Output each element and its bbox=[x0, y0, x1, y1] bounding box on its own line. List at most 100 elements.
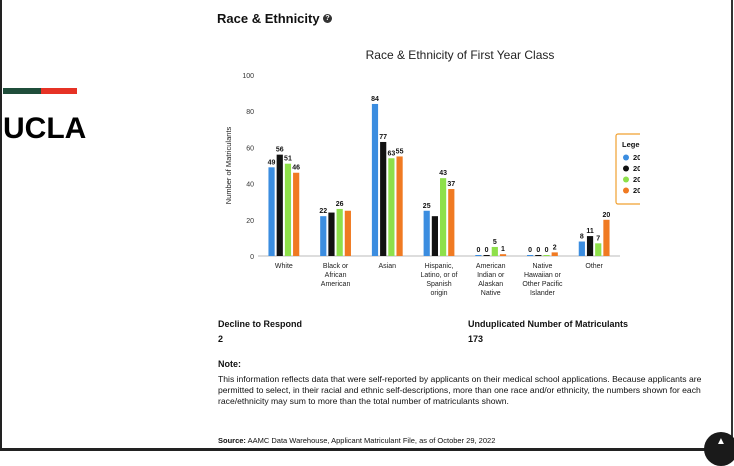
y-tick-label: 20 bbox=[246, 218, 254, 225]
data-label: 37 bbox=[447, 181, 455, 188]
data-label: 2 bbox=[553, 244, 557, 251]
data-label: 0 bbox=[528, 247, 532, 254]
bar-2020 bbox=[328, 212, 335, 256]
legend-swatch-2020 bbox=[623, 165, 629, 172]
brand-color-bar bbox=[3, 88, 77, 94]
x-tick-label: Native bbox=[481, 290, 501, 297]
question-circle-icon[interactable]: ? bbox=[323, 14, 332, 23]
legend-entry: 2019 bbox=[633, 153, 640, 162]
x-tick-label: origin bbox=[430, 290, 447, 297]
x-tick-label: Other bbox=[585, 263, 603, 270]
source-text: AAMC Data Warehouse, Applicant Matricula… bbox=[247, 436, 496, 445]
data-label: 84 bbox=[371, 96, 379, 103]
bar-2021 bbox=[491, 246, 498, 256]
data-label: 0 bbox=[485, 247, 489, 254]
bar-2020 bbox=[431, 216, 438, 256]
x-tick-label: Alaskan bbox=[478, 281, 503, 288]
bar-2021 bbox=[388, 158, 395, 256]
x-tick-label: Other Pacific bbox=[522, 281, 563, 288]
x-tick-label: Latino, or of bbox=[421, 272, 458, 279]
data-label: 8 bbox=[580, 234, 584, 241]
bar-2019 bbox=[371, 103, 379, 257]
bar-2022 bbox=[551, 252, 558, 256]
bar-2020 bbox=[483, 255, 490, 256]
data-label: 20 bbox=[603, 212, 611, 219]
source-label: Source: bbox=[218, 436, 246, 445]
bar-2020 bbox=[380, 141, 387, 256]
x-tick-label: American bbox=[321, 281, 351, 288]
frame-left-border bbox=[0, 0, 2, 451]
scroll-to-top-button[interactable]: ▲ bbox=[704, 432, 734, 466]
unduplicated-matriculants-label: Unduplicated Number of Matriculants bbox=[468, 319, 629, 329]
data-label: 7 bbox=[596, 235, 600, 242]
bar-2022 bbox=[603, 219, 610, 256]
y-tick-label: 80 bbox=[246, 109, 254, 116]
x-tick-label: Indian or bbox=[477, 272, 505, 279]
bar-2020 bbox=[276, 154, 283, 256]
brand-bar-green bbox=[3, 88, 41, 94]
legend-swatch-2021 bbox=[623, 176, 629, 183]
chevron-up-icon: ▲ bbox=[716, 436, 726, 447]
bar-2019 bbox=[423, 210, 430, 256]
y-tick-label: 0 bbox=[250, 254, 254, 261]
data-label: 46 bbox=[292, 165, 300, 172]
bar-2019 bbox=[578, 241, 585, 256]
brand-bar-red bbox=[41, 88, 77, 94]
x-tick-label: African bbox=[325, 272, 347, 279]
data-label: 26 bbox=[336, 201, 344, 208]
bar-2020 bbox=[586, 236, 594, 256]
data-label: 43 bbox=[439, 170, 447, 177]
x-tick-label: Spanish bbox=[426, 281, 451, 288]
data-label: 51 bbox=[284, 156, 292, 163]
frame-right-border bbox=[731, 0, 733, 451]
decline-to-respond-value: 2 bbox=[218, 334, 224, 344]
data-label: 49 bbox=[268, 159, 276, 166]
note-title: Note: bbox=[218, 359, 241, 369]
x-tick-label: Native bbox=[533, 263, 553, 270]
bar-2021 bbox=[595, 243, 602, 256]
bar-2022 bbox=[344, 210, 351, 256]
x-tick-label: American bbox=[476, 263, 506, 270]
data-label: 0 bbox=[536, 247, 540, 254]
bar-2019 bbox=[320, 216, 327, 256]
x-tick-label: Black or bbox=[323, 263, 349, 270]
bar-2022 bbox=[499, 254, 507, 256]
data-label: 5 bbox=[493, 239, 497, 246]
x-tick-label: Hispanic, bbox=[425, 263, 454, 270]
bar-2021 bbox=[440, 178, 447, 256]
section-title: Race & Ethnicity bbox=[217, 11, 320, 26]
bar-2021 bbox=[284, 163, 292, 256]
legend-swatch-2022 bbox=[623, 187, 629, 194]
ucla-logo: UCLA bbox=[3, 112, 87, 145]
data-label: 77 bbox=[379, 134, 387, 141]
bar-2021 bbox=[543, 255, 550, 256]
data-label: 63 bbox=[387, 150, 395, 157]
legend-entry: 2021 bbox=[633, 175, 640, 184]
bar-2019 bbox=[268, 167, 275, 256]
data-label: 11 bbox=[586, 228, 594, 235]
bar-2019 bbox=[527, 255, 534, 256]
legend-swatch-2019 bbox=[623, 154, 629, 161]
bar-2022 bbox=[396, 156, 403, 256]
decline-to-respond-label: Decline to Respond bbox=[218, 319, 303, 329]
bar-2021 bbox=[336, 208, 343, 256]
data-label: 0 bbox=[545, 247, 549, 254]
race-ethnicity-chart: Race & Ethnicity of First Year Class0204… bbox=[224, 48, 640, 297]
note-text: This information reflects data that were… bbox=[218, 374, 702, 406]
bar-2020 bbox=[535, 255, 542, 256]
unduplicated-matriculants-value: 173 bbox=[468, 334, 484, 344]
x-tick-label: Hawaiian or bbox=[524, 272, 562, 279]
legend-title: Legend bbox=[622, 140, 640, 149]
chart-title: Race & Ethnicity of First Year Class bbox=[366, 48, 555, 62]
x-tick-label: Islander bbox=[530, 290, 556, 297]
bar-2022 bbox=[448, 189, 455, 256]
legend-entry: 2022 bbox=[633, 186, 640, 195]
data-label: 0 bbox=[476, 247, 480, 254]
data-label: 22 bbox=[319, 208, 327, 215]
data-label: 55 bbox=[396, 148, 404, 155]
y-axis-label: Number of Matriculants bbox=[224, 126, 233, 204]
source-line: Source: AAMC Data Warehouse, Applicant M… bbox=[218, 436, 495, 445]
y-tick-label: 40 bbox=[246, 182, 254, 189]
x-tick-label: White bbox=[275, 263, 293, 270]
